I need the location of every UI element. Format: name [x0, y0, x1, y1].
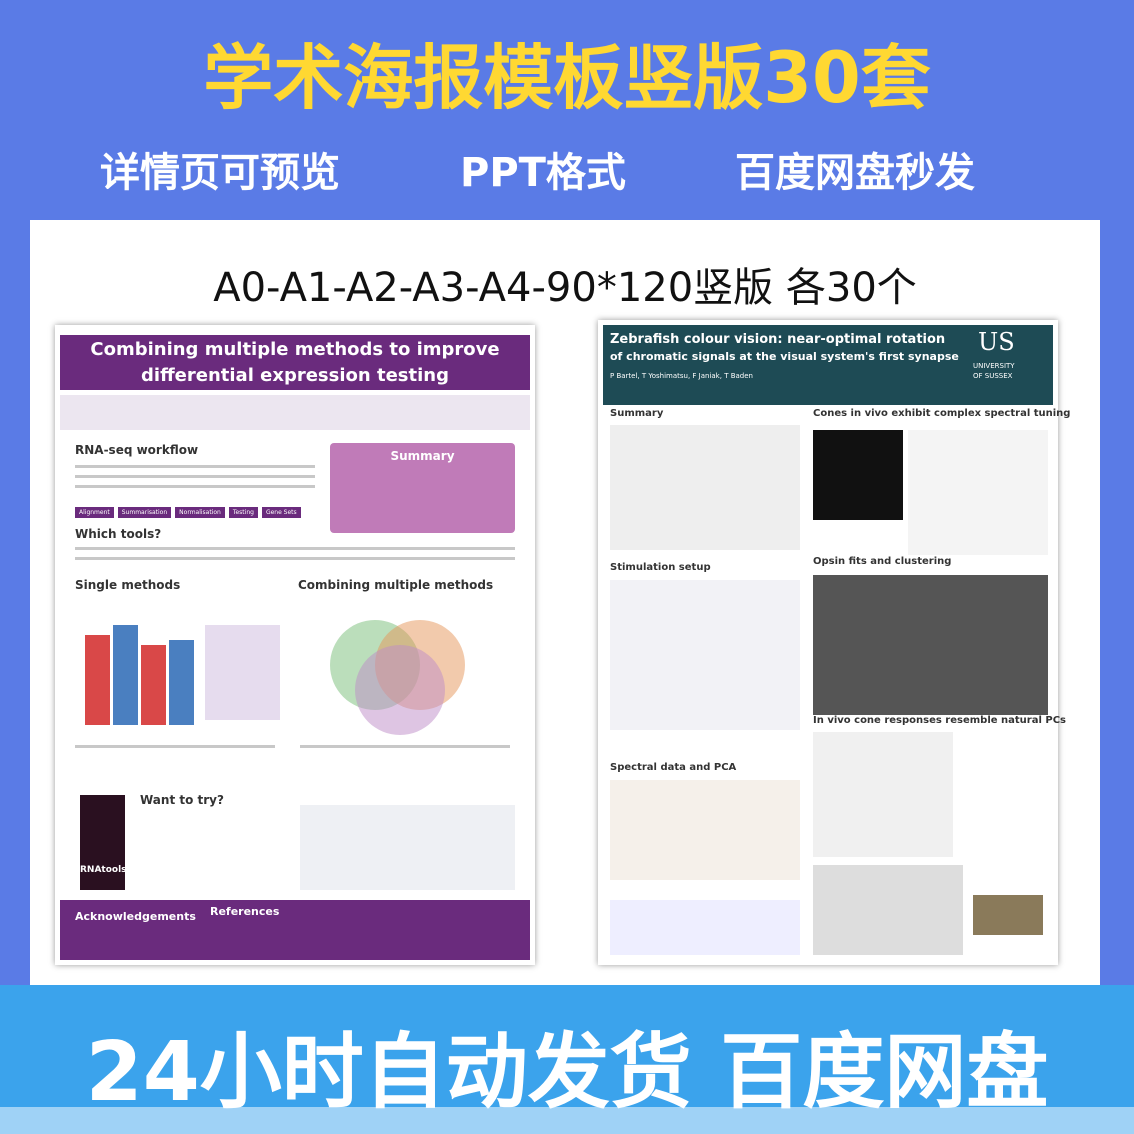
- footer: 24小时自动发货 百度网盘: [0, 985, 1134, 1134]
- section: Single methods: [75, 578, 181, 592]
- feature: 详情页可预览: [100, 150, 340, 196]
- feature: PPT格式: [460, 150, 626, 196]
- workflow-step: Alignment: [75, 507, 114, 518]
- workflow-step: Testing: [228, 507, 258, 518]
- title: 学术海报模板竖版30套: [203, 37, 931, 119]
- section: In vivo cone responses resemble natural …: [813, 715, 1066, 726]
- workflow-step: Summarisation: [117, 507, 172, 518]
- section: Spectral data and PCA: [610, 762, 737, 773]
- section: Cones in vivo exhibit complex spectral t…: [813, 408, 1071, 419]
- sizes: A0-A1-A2-A3-A4-90*120竖版 各30个: [213, 265, 917, 311]
- section: Summary: [610, 408, 664, 419]
- poster-title: Combining multiple methods to improve: [90, 339, 500, 360]
- logo-text: OF SUSSEX: [973, 372, 1013, 380]
- section: Want to try?: [140, 793, 224, 807]
- logo: US: [978, 328, 1015, 356]
- feature: 百度网盘秒发: [735, 150, 975, 196]
- section: Acknowledgements: [75, 910, 196, 923]
- poster: Zebrafish colour vision: near-optimal ro…: [598, 320, 1070, 965]
- poster-title: of chromatic signals at the visual syste…: [610, 350, 959, 363]
- workflow: Alignment Summarisation Normalisation Testi…: [75, 507, 325, 518]
- section: RNA-seq workflow: [75, 443, 199, 457]
- section: Opsin fits and clustering: [813, 556, 952, 567]
- workflow-step: Gene Sets: [261, 507, 301, 518]
- slogan: 24小时自动发货 百度网盘: [85, 1025, 1049, 1120]
- logo: RNAtools: [80, 865, 127, 875]
- poster-title: Zebrafish colour vision: near-optimal ro…: [610, 332, 946, 347]
- section: Combining multiple methods: [298, 578, 494, 592]
- section: Stimulation setup: [610, 562, 711, 573]
- logo-text: UNIVERSITY: [973, 362, 1015, 370]
- poster-title: differential expression testing: [141, 365, 449, 386]
- section: References: [210, 905, 280, 918]
- workflow-step: Normalisation: [175, 507, 225, 518]
- section: Summary: [390, 449, 455, 463]
- poster: Combining multiple methods to improve di…: [55, 325, 535, 965]
- section: Which tools?: [75, 527, 162, 541]
- authors: P Bartel, T Yoshimatsu, F Janiak, T Bade…: [610, 372, 753, 380]
- panel: A0-A1-A2-A3-A4-90*120竖版 各30个 Combining m…: [30, 220, 1100, 990]
